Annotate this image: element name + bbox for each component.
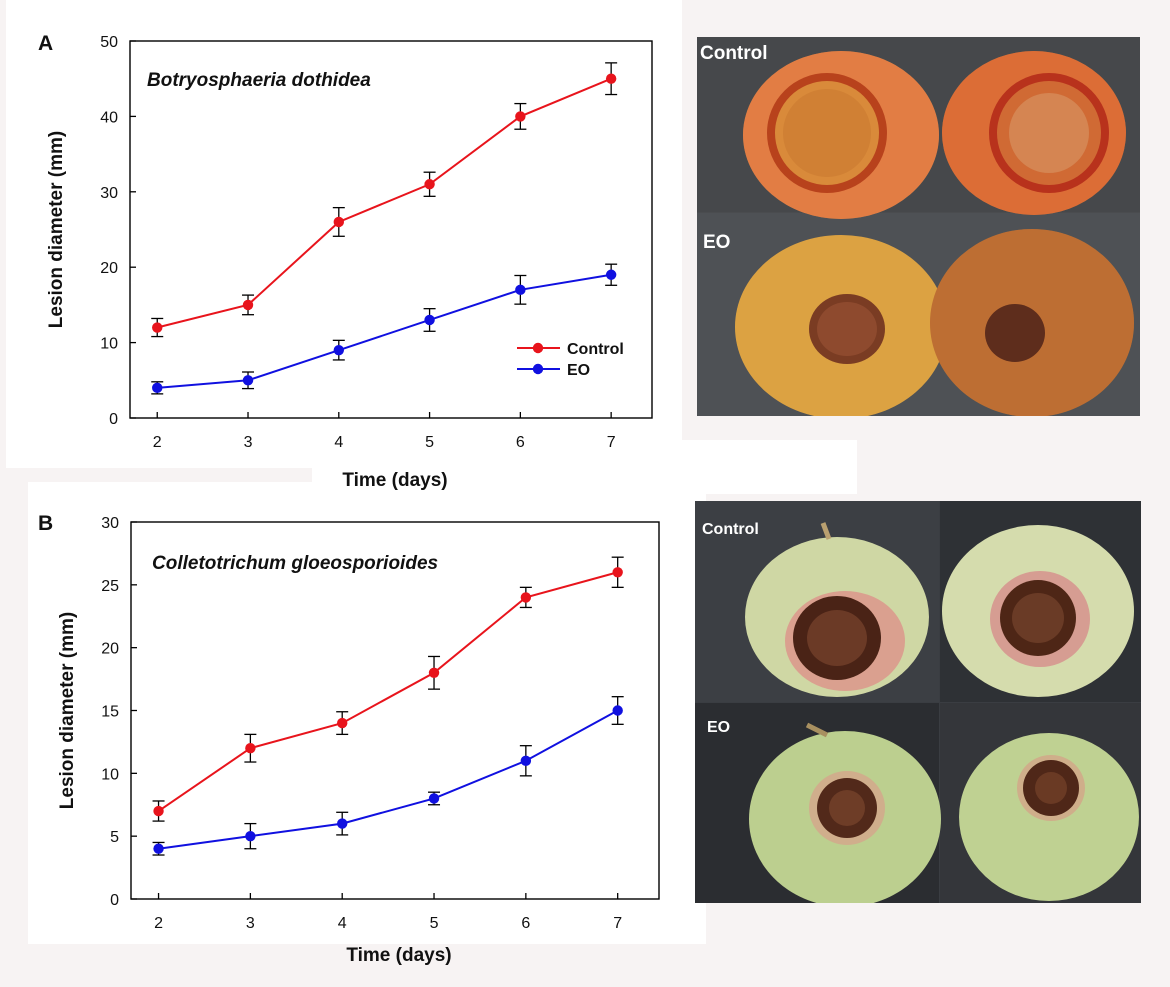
apple-photo-a-illustration	[697, 37, 1140, 416]
x-tick-label: 4	[334, 434, 343, 451]
y-tick-label: 0	[109, 411, 118, 428]
panel-a-background	[6, 0, 682, 468]
y-axis-label: Lesion diameter (mm)	[46, 131, 67, 328]
panel-letter-b: B	[38, 512, 53, 535]
data-point-control	[605, 73, 617, 84]
photo-panel-b: Control EO	[695, 501, 1141, 903]
y-tick-label: 30	[100, 185, 118, 202]
data-point-eo	[152, 382, 163, 394]
data-point-eo	[605, 269, 617, 280]
y-tick-label: 20	[101, 641, 119, 658]
data-point-control	[520, 592, 532, 603]
y-tick-label: 5	[110, 829, 119, 846]
y-axis-label: Lesion diameter (mm)	[57, 612, 78, 809]
y-tick-label: 10	[100, 336, 118, 353]
data-point-eo	[428, 793, 440, 804]
photo-a-eo-label: EO	[703, 232, 731, 253]
x-tick-label: 7	[613, 915, 622, 932]
data-point-eo	[424, 314, 435, 326]
data-point-eo	[337, 818, 348, 829]
series-line-eo	[158, 709, 619, 850]
chart-a: A 0 10 20 30 40 50 2 3 4 5 6 7 Time (days) Lesion dia…	[38, 32, 653, 491]
data-point-eo	[612, 705, 623, 716]
chart-title: Colletotrichum gloeosporioides	[152, 553, 438, 574]
x-tick-label: 3	[244, 434, 253, 451]
photo-panel-a: Control EO	[697, 37, 1140, 416]
data-point-control	[245, 743, 256, 754]
y-tick-label: 0	[110, 892, 119, 909]
y-tick-label: 30	[101, 515, 119, 532]
legend-label-control: Control	[567, 341, 624, 358]
x-tick-label: 3	[246, 915, 255, 932]
data-point-control	[337, 717, 348, 729]
data-point-control	[424, 179, 435, 190]
y-tick-label: 50	[100, 34, 118, 51]
series-line-control	[157, 571, 618, 812]
data-point-control	[152, 322, 163, 333]
data-point-eo	[153, 843, 164, 854]
x-tick-label: 5	[430, 915, 439, 932]
x-tick-label: 6	[521, 915, 530, 932]
series-line-eo	[157, 273, 612, 389]
y-tick-label: 25	[101, 578, 119, 595]
photo-b-eo-label: EO	[707, 719, 731, 736]
y-tick-label: 15	[101, 704, 119, 721]
photo-b-control-label: Control	[702, 521, 759, 538]
chart-b: B 0 5 10 15 20 25 30 2 3 4 5 6 7 Time (days) Lesion di…	[38, 512, 660, 966]
x-tick-label: 7	[607, 434, 616, 451]
x-tick-label: 2	[154, 915, 163, 932]
data-point-eo	[520, 755, 532, 766]
y-tick-label: 10	[101, 766, 119, 783]
legend-marker-eo	[532, 363, 544, 375]
data-point-control	[333, 216, 344, 228]
panel-b-background	[28, 482, 706, 944]
data-point-eo	[333, 344, 344, 356]
x-tick-label: 2	[153, 434, 162, 451]
panel-letter-a: A	[38, 32, 53, 55]
data-point-eo	[245, 830, 256, 842]
legend-label-eo: EO	[567, 362, 590, 379]
x-tick-label: 6	[516, 434, 525, 451]
chart-title: Botryosphaeria dothidea	[147, 70, 371, 91]
data-point-control	[612, 567, 623, 578]
data-point-control	[428, 667, 440, 678]
data-point-control	[242, 299, 254, 311]
series-line-control	[156, 77, 612, 329]
apple-photo-b-illustration	[695, 501, 1141, 903]
x-tick-label: 4	[338, 915, 347, 932]
x-tick-label: 5	[425, 434, 434, 451]
data-point-control	[153, 805, 164, 817]
y-tick-label: 40	[100, 109, 118, 126]
plot-frame	[129, 40, 653, 419]
x-axis-label: Time (days)	[342, 470, 447, 491]
legend-marker-control	[532, 342, 544, 354]
photo-a-control-label: Control	[700, 43, 768, 64]
x-axis-label: Time (days)	[346, 945, 451, 966]
data-point-control	[515, 111, 526, 122]
data-point-eo	[242, 375, 254, 386]
y-tick-label: 20	[100, 260, 118, 277]
data-point-eo	[515, 284, 526, 296]
